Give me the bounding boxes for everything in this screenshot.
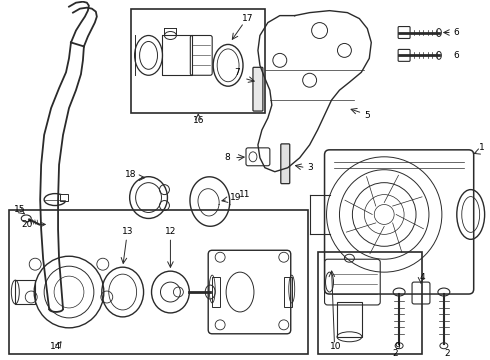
- FancyBboxPatch shape: [281, 144, 290, 184]
- Bar: [212, 277, 220, 307]
- Text: 2: 2: [392, 349, 398, 358]
- Bar: [15, 280, 35, 304]
- Text: 14: 14: [50, 342, 62, 351]
- Text: 20: 20: [21, 220, 45, 229]
- Text: 16: 16: [193, 116, 204, 125]
- Text: 9: 9: [394, 342, 400, 351]
- Text: 6: 6: [454, 28, 460, 37]
- Text: 4: 4: [419, 273, 425, 282]
- Text: 18: 18: [125, 170, 136, 179]
- Bar: [318, 252, 422, 354]
- Text: 15: 15: [14, 205, 25, 214]
- Text: 5: 5: [365, 111, 370, 120]
- Bar: [60, 194, 68, 201]
- Text: 3: 3: [308, 163, 314, 172]
- Text: 6: 6: [454, 51, 460, 60]
- Text: 1: 1: [479, 143, 485, 152]
- Text: 8: 8: [224, 153, 230, 162]
- Text: 13: 13: [122, 227, 133, 236]
- Text: 7: 7: [234, 68, 240, 77]
- Bar: [131, 9, 265, 113]
- Bar: [284, 277, 292, 307]
- Text: 11: 11: [239, 190, 251, 199]
- Text: 17: 17: [242, 14, 254, 23]
- Text: 19: 19: [230, 193, 242, 202]
- Text: 2: 2: [444, 349, 450, 358]
- Text: 12: 12: [165, 227, 176, 236]
- Text: 10: 10: [329, 342, 341, 351]
- Bar: [9, 210, 308, 354]
- Bar: [163, 36, 192, 75]
- FancyBboxPatch shape: [253, 67, 263, 111]
- Bar: [338, 302, 362, 337]
